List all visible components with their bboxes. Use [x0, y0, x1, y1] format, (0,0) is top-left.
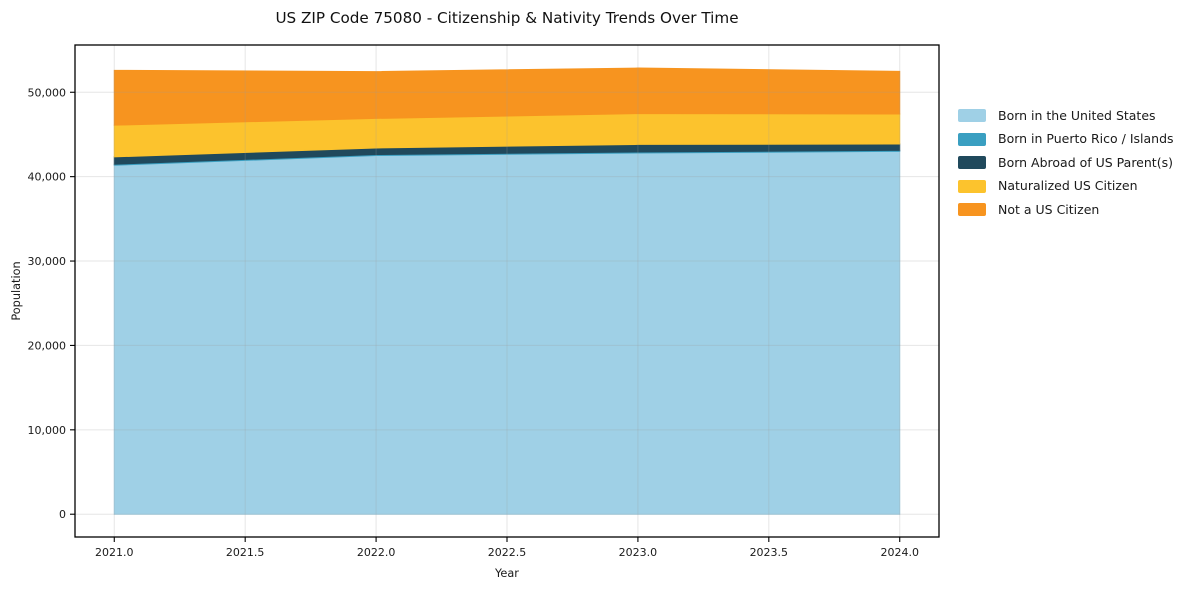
x-tick-label: 2023.5	[750, 546, 789, 559]
legend-item-naturalized-us-citizen: Naturalized US Citizen	[958, 175, 1174, 199]
gridlines	[75, 45, 939, 537]
x-tick-label: 2022.5	[488, 546, 527, 559]
legend-swatch	[958, 179, 986, 193]
legend-label: Born in the United States	[998, 107, 1156, 123]
stacked-areas	[113, 67, 901, 515]
legend-item-born-in-puerto-rico-islands: Born in Puerto Rico / Islands	[958, 128, 1174, 152]
chart-title: US ZIP Code 75080 - Citizenship & Nativi…	[275, 9, 738, 27]
legend-label: Born in Puerto Rico / Islands	[998, 131, 1174, 146]
legend: Born in the United States Born in Puerto …	[958, 104, 1174, 222]
legend-item-not-a-us-citizen: Not a US Citizen	[958, 198, 1174, 222]
legend-item-born-abroad-of-us-parent-s: Born Abroad of US Parent(s)	[958, 151, 1174, 175]
legend-swatch	[958, 109, 986, 123]
legend-label: Born Abroad of US Parent(s)	[998, 154, 1173, 170]
y-tick-label: 20,000	[28, 339, 67, 352]
legend-swatch	[958, 156, 986, 170]
y-tick-label: 10,000	[28, 424, 67, 437]
y-tick-label: 0	[59, 508, 66, 521]
legend-label: Not a US Citizen	[998, 201, 1100, 217]
x-axis-label: Year	[494, 567, 519, 580]
area-not-a-us-citizen	[113, 67, 901, 126]
tick-labels: 2021.0 2021.5 2022.0 2022.5 2023.0 2023.5 2024…	[28, 86, 919, 559]
legend-swatch	[958, 203, 986, 217]
axis-ticks	[70, 91, 901, 542]
x-tick-label: 2023.0	[619, 546, 658, 559]
y-tick-label: 40,000	[28, 171, 67, 184]
x-tick-label: 2021.0	[95, 546, 134, 559]
x-tick-label: 2021.5	[226, 546, 265, 559]
y-tick-label: 30,000	[28, 255, 67, 268]
y-axis-label: Population	[10, 261, 23, 320]
y-tick-label: 50,000	[28, 86, 67, 99]
legend-label: Naturalized US Citizen	[998, 178, 1138, 193]
x-tick-label: 2024.0	[880, 546, 919, 559]
legend-swatch	[958, 132, 986, 146]
legend-item-born-in-the-united-states: Born in the United States	[958, 104, 1174, 128]
x-tick-label: 2022.0	[357, 546, 396, 559]
